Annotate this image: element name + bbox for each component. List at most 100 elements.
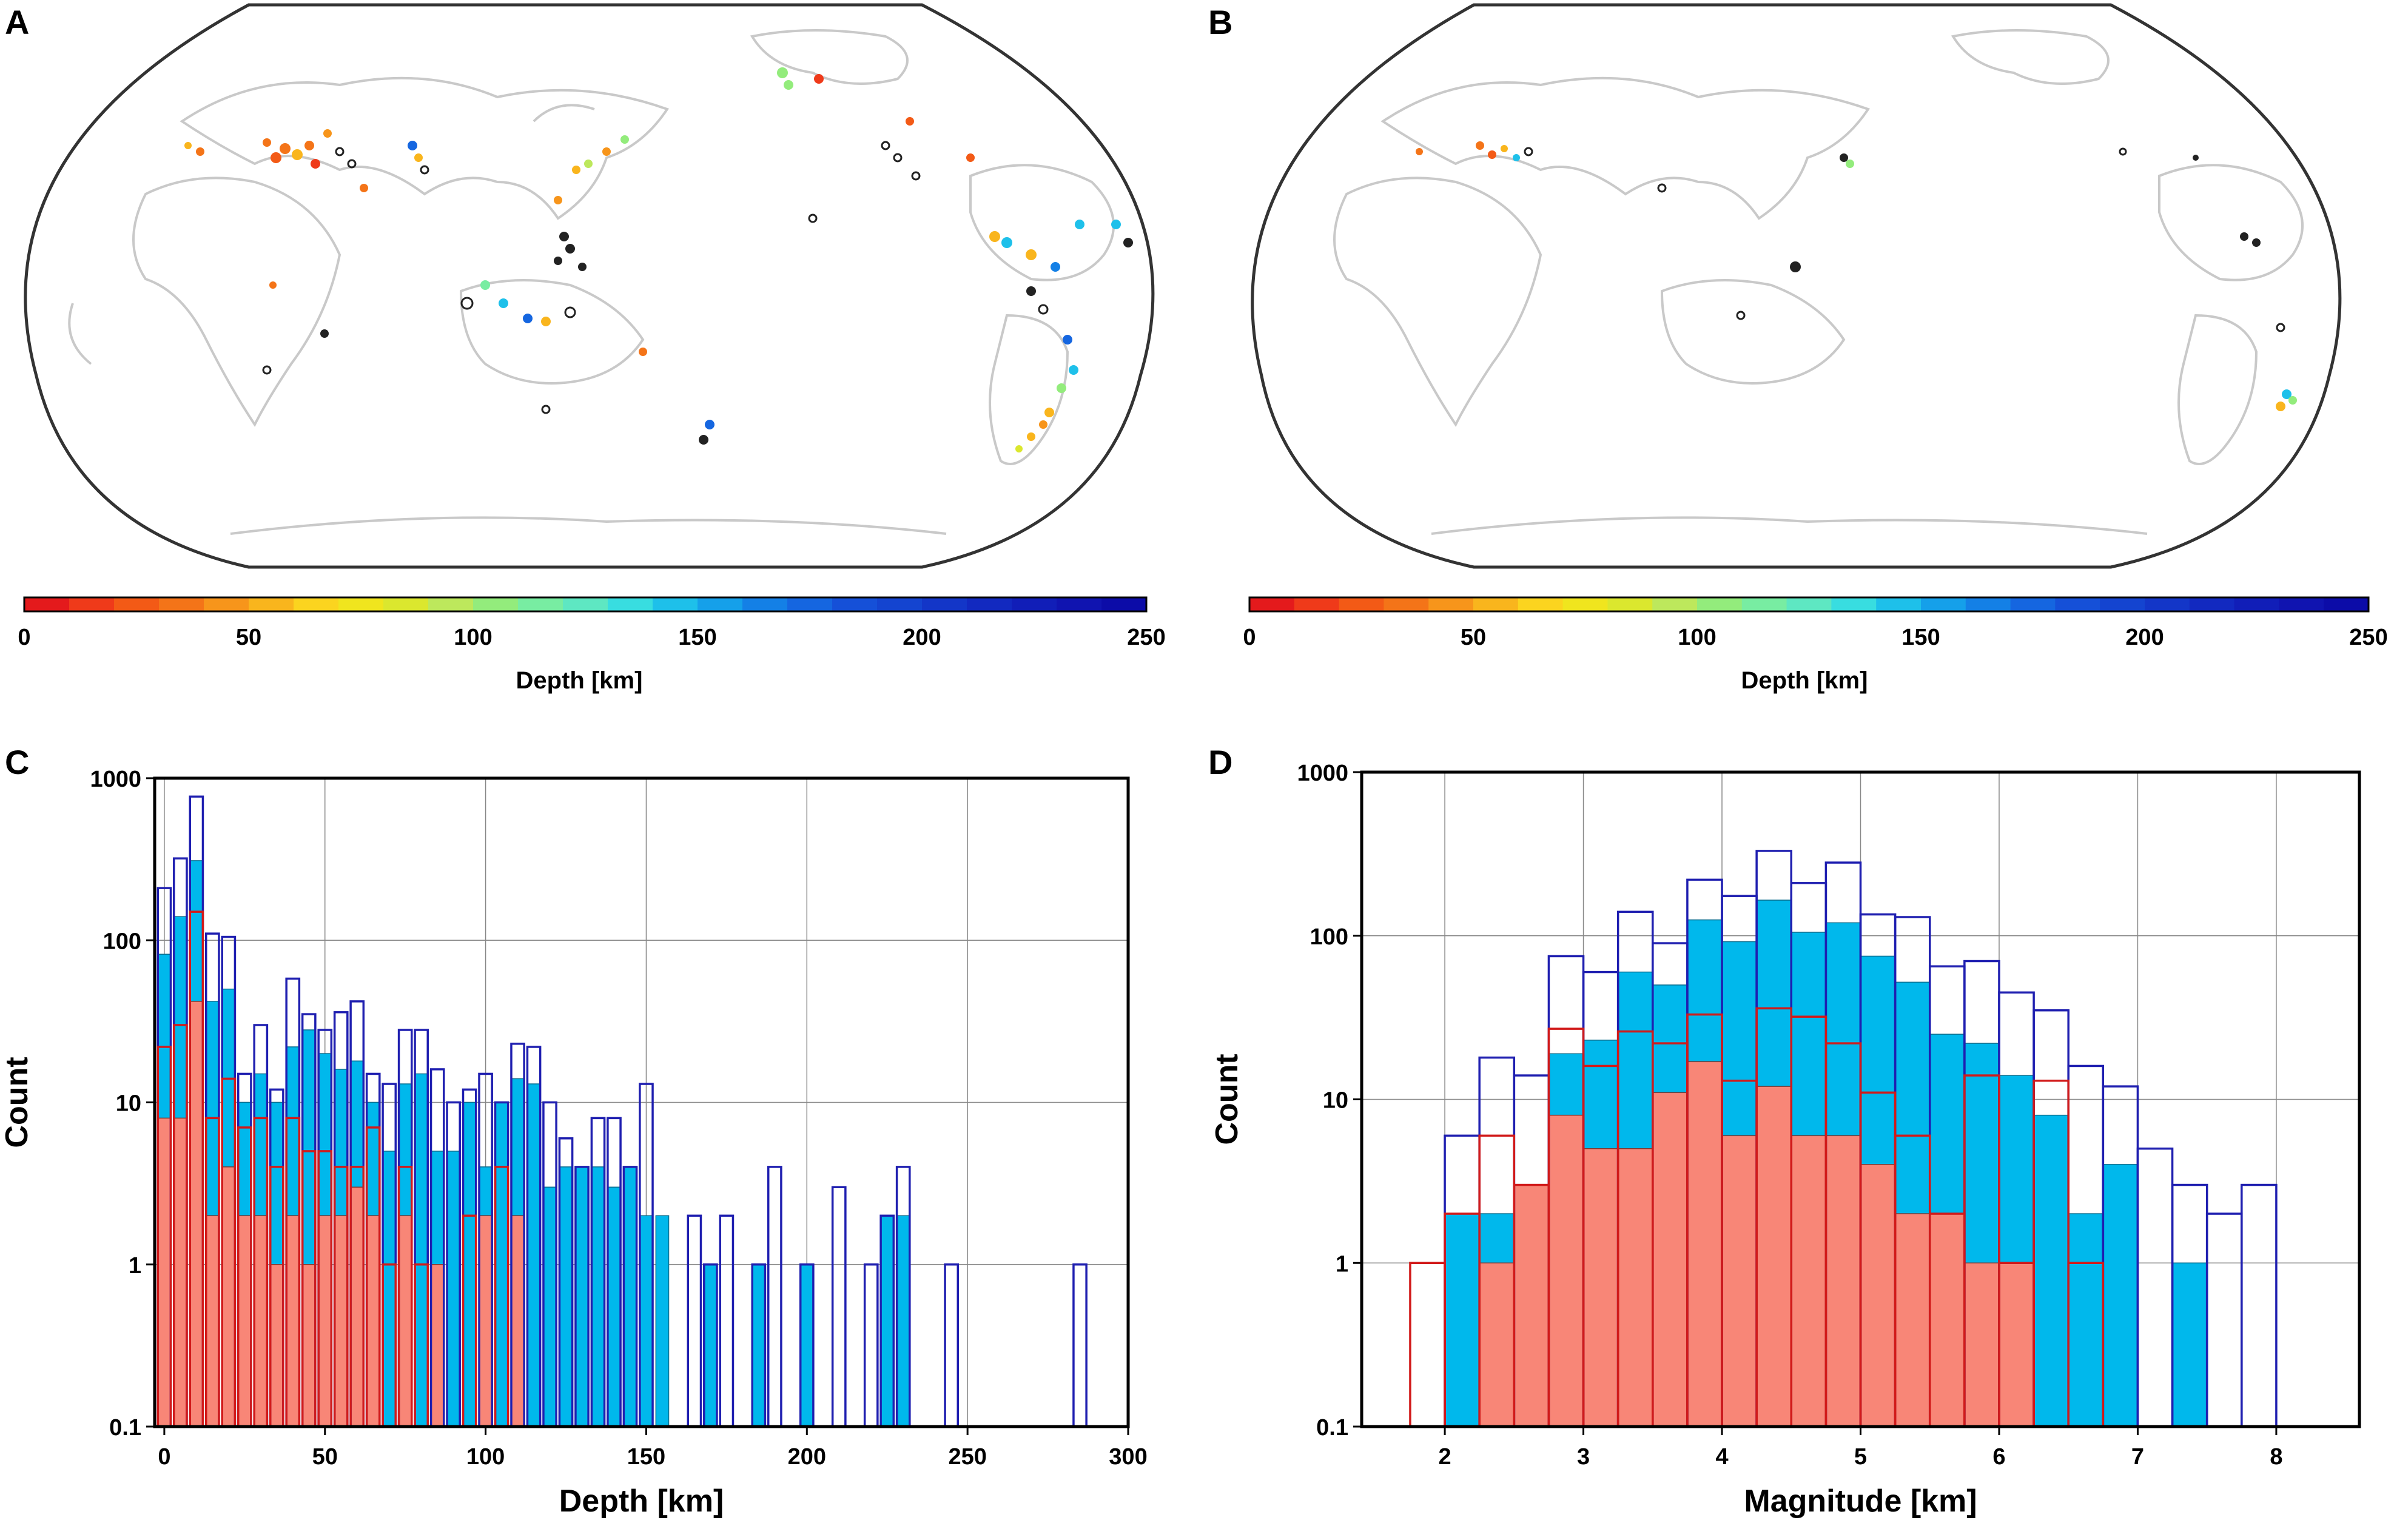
map-a-events <box>184 67 1133 452</box>
hist-c-bar-red <box>237 1215 252 1427</box>
hist-c-bar-blue <box>382 1151 397 1427</box>
hist-c-bar-blue <box>799 1264 814 1427</box>
hist-c-bar-red <box>398 1215 412 1427</box>
cb-a-swatch <box>428 597 474 611</box>
colorbar-a: 0 50 100 150 200 250 <box>18 596 1166 650</box>
hist-c-ylabel: Count <box>0 1057 35 1148</box>
hist-d-bar-red <box>1825 1135 1861 1427</box>
map-b-outline <box>1251 3 2342 569</box>
cb-b-swatch <box>2145 597 2190 611</box>
histogram-c: 0 50 100 150 200 250 300 0.1 1 10 100 1000 Depth [km… <box>0 767 1148 1519</box>
hist-c-ytick-label: 100 <box>103 929 141 954</box>
cb-b-swatch <box>1428 597 1474 611</box>
hist-c-bar-red <box>157 1117 172 1427</box>
hist-d-bar-all <box>2205 1212 2243 1428</box>
hist-d-xtick-label: 4 <box>1715 1444 1728 1470</box>
histogram-d: 2 3 4 5 6 7 8 0.1 1 10 100 1000 Magnitude [km] Count <box>1209 761 2361 1519</box>
hist-c-bar-blue <box>575 1166 589 1427</box>
cb-b-tick-label: 150 <box>1901 625 1940 650</box>
hist-c-bar-blue <box>526 1083 541 1427</box>
hist-c-bar-red <box>221 1166 236 1427</box>
hist-c-bar-all <box>1072 1263 1088 1428</box>
map-b <box>1251 3 2342 569</box>
hist-d-bar-red <box>1721 1135 1757 1427</box>
map-a-coastlines <box>68 29 1115 535</box>
hist-c-bar-red <box>286 1215 300 1427</box>
cb-a-tick-label: 50 <box>236 625 261 650</box>
cb-a-swatch <box>787 597 833 611</box>
cb-b-swatch <box>2100 597 2145 611</box>
cb-a-swatch <box>1057 597 1102 611</box>
hist-d-bar-blue <box>2068 1213 2104 1427</box>
cb-b-swatch <box>2324 597 2369 611</box>
cb-b-swatch <box>1294 597 1340 611</box>
cb-b-tick-label: 250 <box>2349 625 2387 650</box>
cb-b-swatch <box>2055 597 2100 611</box>
hist-c-xtick-label: 250 <box>948 1444 986 1470</box>
hist-d-bar-red-outline <box>1409 1262 1446 1428</box>
cb-a-swatch <box>563 597 608 611</box>
cb-a-swatch <box>608 597 653 611</box>
hist-d-xtick-label: 7 <box>2131 1444 2144 1470</box>
hist-c-bar-red <box>189 1001 204 1427</box>
cb-a-swatch <box>114 597 160 611</box>
hist-c-xlabel: Depth [km] <box>559 1484 724 1519</box>
cb-a-swatch <box>338 597 384 611</box>
hist-c-bar-blue <box>559 1166 573 1427</box>
cb-a-swatch <box>1012 597 1057 611</box>
hist-c-ytick-label: 1 <box>129 1253 141 1279</box>
cb-a-swatch <box>1101 597 1147 611</box>
hist-c-bar-red <box>511 1215 525 1427</box>
hist-c-bar-red <box>430 1264 445 1427</box>
hist-c-bar-blue <box>751 1264 766 1427</box>
map-b-coastlines <box>1333 29 2304 535</box>
hist-c-bar-blue <box>494 1101 509 1427</box>
cb-a-tick-label: 150 <box>678 625 716 650</box>
colorbar-a-label: Depth [km] <box>516 667 643 694</box>
cb-b-swatch <box>2189 597 2235 611</box>
hist-c-bar-blue <box>880 1215 895 1427</box>
hist-c-bar-blue <box>704 1264 718 1427</box>
cb-a-frame <box>23 596 1148 613</box>
hist-c-xtick-label: 100 <box>466 1444 505 1470</box>
cb-a-swatch <box>967 597 1012 611</box>
hist-d-ytick-label: 1 <box>1336 1251 1348 1277</box>
cb-a-tick-label: 0 <box>18 625 30 650</box>
hist-c-bar-red <box>269 1264 284 1427</box>
hist-c-bar-blue <box>591 1166 605 1427</box>
cb-a-swatch <box>159 597 204 611</box>
cb-a-tick-label: 250 <box>1127 625 1165 650</box>
hist-c-xtick-label: 50 <box>312 1444 338 1470</box>
hist-c-ytick-label: 10 <box>116 1091 141 1117</box>
hist-c-bar-blue <box>639 1215 653 1427</box>
cb-a-swatch <box>473 597 519 611</box>
cb-b-swatch <box>1876 597 1922 611</box>
hist-c-bar-all <box>944 1263 960 1428</box>
hist-c-bar-all <box>767 1166 782 1428</box>
cb-b-swatch <box>1562 597 1608 611</box>
cb-b-swatch <box>1831 597 1877 611</box>
cb-b-swatch <box>1965 597 2011 611</box>
hist-d-ylabel: Count <box>1209 1054 1245 1145</box>
hist-c-ytick-label: 1000 <box>90 767 141 792</box>
cb-b-swatch <box>2279 597 2324 611</box>
colorbar-b: 0 50 100 150 200 250 <box>1243 596 2388 650</box>
hist-c-bar-red <box>254 1215 268 1427</box>
cb-a-swatch <box>698 597 743 611</box>
hist-c-bar-blue <box>462 1101 477 1427</box>
map-a-outline <box>24 3 1155 569</box>
panel-letter-a: A <box>5 3 29 41</box>
cb-a-swatch <box>24 597 70 611</box>
cb-b-swatch <box>1697 597 1743 611</box>
hist-c-xtick-label: 0 <box>158 1444 170 1470</box>
cb-a-tick-label: 100 <box>454 625 492 650</box>
cb-b-tick-label: 200 <box>2125 625 2164 650</box>
cb-a-tick-label: 200 <box>903 625 941 650</box>
cb-b-tick-label: 0 <box>1243 625 1256 650</box>
panel-letter-d: D <box>1208 743 1232 781</box>
hist-d-bar-red <box>1964 1262 2000 1427</box>
hist-d-ytick-label: 10 <box>1323 1088 1348 1114</box>
hist-d-bar-red <box>1790 1135 1827 1427</box>
cb-a-swatch <box>69 597 115 611</box>
